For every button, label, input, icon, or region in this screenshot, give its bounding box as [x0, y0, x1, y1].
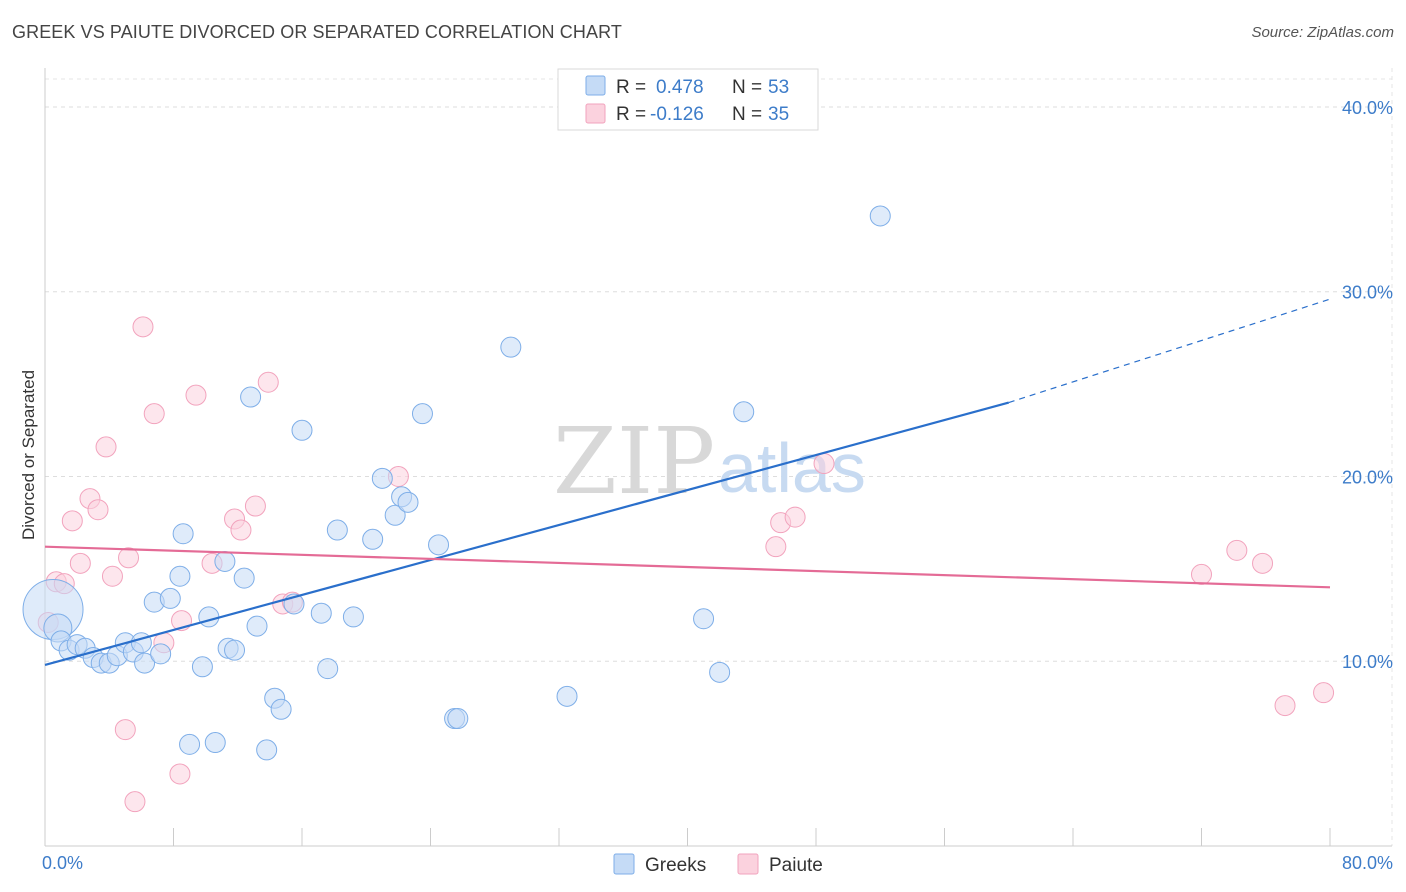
greeks-point-46 [447, 708, 469, 730]
greeks-point-47 [500, 336, 522, 358]
paiute-point-28 [784, 506, 806, 528]
source-label: Source: ZipAtlas.com [1251, 24, 1394, 41]
greeks-point-29 [256, 739, 278, 761]
y-tick-label-3: 40.0% [1342, 98, 1393, 118]
greeks-trend-line [44, 401, 1010, 666]
greeks-trend-extension [1008, 298, 1331, 404]
greeks-point-39 [371, 467, 393, 489]
greeks-point-25 [224, 639, 246, 661]
y-tick-label-2: 30.0% [1342, 283, 1393, 303]
y-tick-label-0: 10.0% [1342, 652, 1393, 672]
paiute-swatch [585, 103, 606, 124]
paiute-point-3 [61, 510, 83, 532]
stats-legend: R = 0.478 N = 53 R = -0.126 N = 35 [557, 68, 819, 131]
greeks-point-48 [556, 685, 578, 707]
series-legend: Greeks Paiute [613, 853, 823, 876]
paiute-point-9 [114, 719, 136, 741]
paiute-point-10 [118, 547, 140, 569]
greeks-swatch [585, 75, 606, 96]
greeks-point-36 [326, 519, 348, 541]
legend-greeks-swatch [613, 853, 635, 875]
watermark-zip: ZIP [553, 408, 715, 515]
greeks-point-26 [233, 567, 255, 589]
paiute-n-value: 35 [768, 104, 789, 125]
paiute-point-30 [1191, 563, 1212, 585]
legend-paiute-swatch [737, 853, 759, 875]
paiute-point-29 [813, 453, 835, 475]
greeks-point-21 [198, 606, 220, 628]
greeks-point-13 [134, 652, 156, 674]
greeks-point-35 [317, 658, 339, 680]
grid-lines [45, 68, 1393, 846]
greeks-r-label: R = [616, 77, 646, 98]
greeks-point-15 [150, 643, 172, 665]
paiute-point-33 [1274, 695, 1296, 717]
greeks-point-18 [172, 523, 194, 545]
paiute-point-12 [132, 316, 154, 338]
greeks-point-19 [179, 733, 201, 755]
greeks-point-38 [362, 528, 384, 550]
paiute-point-15 [169, 763, 191, 785]
greeks-point-44 [428, 534, 450, 556]
paiute-point-21 [244, 495, 266, 517]
y-tick-label-1: 20.0% [1342, 467, 1393, 487]
paiute-r-label: R = [616, 104, 646, 125]
paiute-point-6 [87, 499, 109, 521]
trend-lines [44, 298, 1331, 666]
paiute-n-label: N = [732, 104, 762, 125]
greeks-point-51 [733, 401, 755, 423]
greeks-point-43 [411, 403, 433, 425]
greeks-point-31 [270, 698, 292, 720]
watermark-atlas: atlas [718, 429, 866, 507]
chart-title: GREEK VS PAIUTE DIVORCED OR SEPARATED CO… [12, 22, 622, 42]
greeks-point-33 [291, 419, 313, 441]
greeks-point-22 [204, 732, 226, 754]
greeks-r-value: 0.478 [656, 77, 704, 98]
watermark: ZIP atlas [553, 408, 866, 515]
greeks-point-27 [240, 386, 262, 408]
greeks-point-28 [246, 615, 268, 637]
greeks-point-50 [709, 661, 731, 683]
greeks-point-49 [693, 608, 715, 630]
greeks-points [22, 205, 891, 761]
legend-paiute-label: Paiute [769, 855, 823, 876]
greeks-point-42 [397, 491, 419, 513]
greeks-n-label: N = [732, 77, 762, 98]
greeks-point-40 [384, 504, 406, 526]
x-tick-label-1: 80.0% [1342, 853, 1393, 873]
paiute-point-13 [143, 403, 165, 425]
paiute-point-26 [765, 536, 787, 558]
paiute-r-value: -0.126 [650, 104, 704, 125]
greeks-point-23 [214, 550, 236, 572]
paiute-point-11 [124, 791, 146, 813]
paiute-point-20 [230, 519, 252, 541]
greeks-point-20 [191, 656, 213, 678]
paiute-trend-line [44, 545, 1331, 589]
paiute-point-8 [101, 565, 123, 587]
y-axis-label: Divorced or Separated [19, 370, 38, 540]
legend-greeks-label: Greeks [645, 855, 706, 876]
axes [44, 68, 1392, 847]
greeks-point-16 [159, 587, 181, 609]
greeks-point-37 [342, 606, 364, 628]
x-tick-label-0: 0.0% [42, 853, 83, 873]
paiute-point-22 [257, 371, 279, 393]
greeks-n-value: 53 [768, 77, 789, 98]
greeks-point-34 [310, 602, 332, 624]
greeks-point-17 [169, 565, 191, 587]
paiute-point-31 [1226, 539, 1248, 561]
paiute-point-34 [1313, 682, 1335, 704]
paiute-point-32 [1252, 552, 1274, 574]
paiute-point-7 [95, 436, 117, 458]
paiute-point-17 [185, 384, 207, 406]
paiute-point-4 [69, 552, 91, 574]
greeks-point-52 [869, 205, 891, 227]
tick-labels: 10.0% 20.0% 30.0% 40.0% 0.0% 80.0% [42, 98, 1393, 873]
